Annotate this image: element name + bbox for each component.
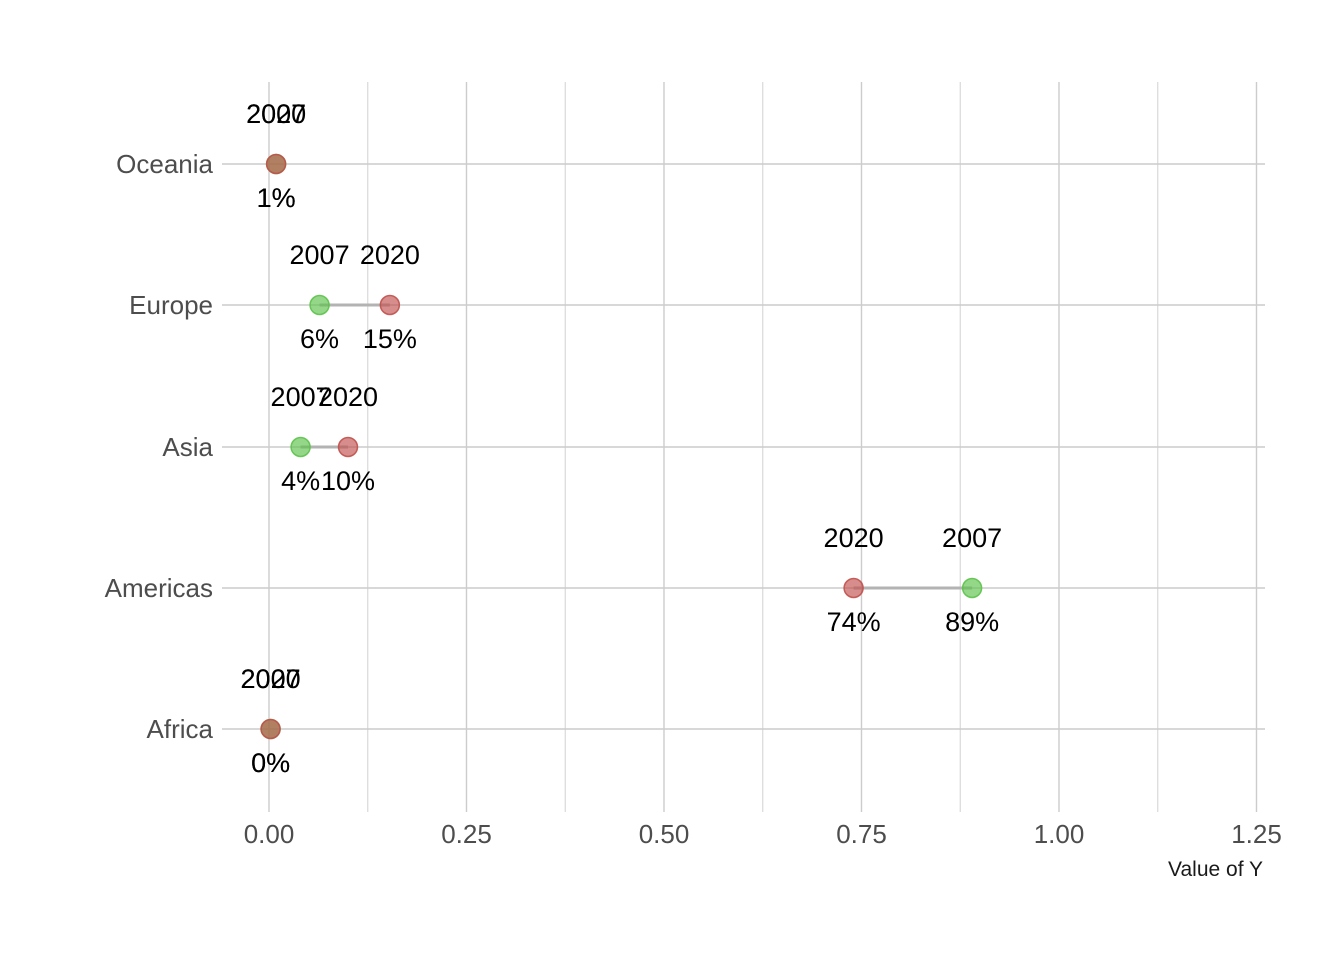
value-label-2020-africa: 0% — [251, 748, 290, 778]
x-tick-label: 0.25 — [441, 819, 492, 849]
y-tick-label-africa: Africa — [147, 714, 214, 744]
y-tick-label-asia: Asia — [162, 432, 213, 462]
point-2020-africa — [260, 718, 281, 740]
point-2007-americas — [961, 577, 983, 599]
point-2020-oceania — [265, 153, 287, 175]
x-tick-label: 1.00 — [1034, 819, 1085, 849]
year-label-2007-africa: 2007 — [241, 664, 301, 694]
y-tick-label-europe: Europe — [129, 290, 213, 320]
point-2020-asia — [337, 436, 359, 458]
grid-lines — [222, 82, 1265, 812]
x-tick-label: 0.50 — [639, 819, 690, 849]
value-label-2007-africa: 0% — [251, 748, 290, 778]
point-2020-americas — [843, 577, 864, 599]
y-tick-label-oceania: Oceania — [116, 149, 213, 179]
year-label-2020-oceania: 2020 — [246, 99, 306, 129]
point-2007-europe — [309, 294, 330, 316]
value-label-2007-americas: 89% — [945, 607, 999, 637]
data-labels: 20070%200789%20074%20076%20071%20200%202… — [241, 99, 1003, 778]
point-2020-europe — [379, 294, 401, 316]
y-tick-label-americas: Americas — [105, 573, 213, 603]
value-label-2020-oceania: 1% — [257, 183, 296, 213]
x-axis-title: Value of Y — [1168, 858, 1263, 881]
year-label-2020-europe: 2020 — [360, 240, 420, 270]
value-label-2007-europe: 6% — [300, 324, 339, 354]
x-tick-label: 0.75 — [836, 819, 887, 849]
data-points — [260, 153, 983, 740]
year-label-2007-europe: 2007 — [290, 240, 350, 270]
year-label-2020-americas: 2020 — [824, 523, 884, 553]
year-label-2020-asia: 2020 — [318, 382, 378, 412]
value-label-2020-americas: 74% — [827, 607, 881, 637]
year-label-2020-africa: 2020 — [241, 664, 301, 694]
x-tick-label: 1.25 — [1231, 819, 1282, 849]
value-label-2007-asia: 4% — [281, 466, 320, 496]
x-tick-label: 0.00 — [244, 819, 295, 849]
value-label-2020-asia: 10% — [321, 466, 375, 496]
axes: Value of Y Africa Americas Asia Europe Ocean… — [105, 149, 1282, 881]
point-2007-asia — [290, 436, 311, 458]
value-label-2020-europe: 15% — [363, 324, 417, 354]
value-label-2007-oceania: 1% — [257, 183, 296, 213]
year-label-2007-asia: 2007 — [271, 382, 331, 412]
year-label-2007-americas: 2007 — [942, 523, 1002, 553]
year-label-2007-oceania: 2007 — [246, 99, 306, 129]
